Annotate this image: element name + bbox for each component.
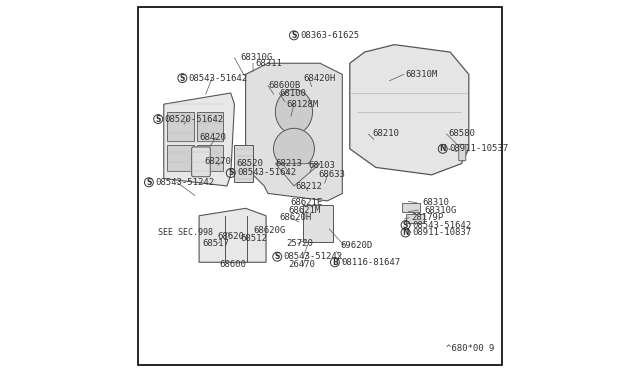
Text: 68633: 68633 [318,170,345,179]
Text: N: N [440,144,446,153]
Text: 68621E: 68621E [291,198,323,207]
Text: 68210: 68210 [372,129,399,138]
Text: 08116-81647: 08116-81647 [341,258,401,267]
Bar [234,145,253,182]
Text: N: N [403,228,409,237]
Text: B: B [332,258,338,267]
Text: S: S [291,31,297,40]
Text: 68517: 68517 [203,239,230,248]
Text: 26470: 26470 [289,260,316,269]
Text: 08911-10537: 08911-10537 [449,144,508,153]
Text: 68620G: 68620G [253,226,285,235]
Text: 08543-51642: 08543-51642 [189,74,248,83]
Text: 08543-51642: 08543-51642 [412,221,471,230]
Bar [402,203,420,212]
Text: 08543-51242: 08543-51242 [284,252,342,261]
Text: 68620H: 68620H [279,213,311,222]
Text: 68310G: 68310G [424,206,456,215]
Polygon shape [275,164,320,186]
Text: S: S [403,221,408,230]
Text: 68600B: 68600B [268,81,300,90]
Text: 68512: 68512 [240,234,267,243]
Bar [406,214,424,223]
Text: 68311: 68311 [255,59,282,68]
Ellipse shape [275,89,312,134]
Text: 68100: 68100 [279,89,306,97]
Text: 08911-10837: 08911-10837 [412,228,471,237]
Text: 68620: 68620 [218,232,244,241]
Text: 68520: 68520 [236,159,263,168]
Text: 68621M: 68621M [289,206,321,215]
Polygon shape [164,93,234,186]
Text: 68420: 68420 [199,133,226,142]
Text: 08363-61625: 08363-61625 [300,31,360,40]
Text: 69620D: 69620D [340,241,372,250]
Text: 68212: 68212 [296,182,323,190]
Text: S: S [156,115,161,124]
Text: 68103: 68103 [309,161,336,170]
Text: 68310M: 68310M [406,70,438,79]
Text: ^680*00 9: ^680*00 9 [447,344,495,353]
Bar [168,112,193,141]
Text: 25720: 25720 [287,239,314,248]
Text: 68270: 68270 [205,157,232,166]
Text: 68128M: 68128M [287,100,319,109]
Text: 68580: 68580 [449,129,476,138]
Text: 68600: 68600 [220,260,246,269]
Text: S: S [275,252,280,261]
Polygon shape [199,208,266,262]
Text: SEE SEC.998: SEE SEC.998 [158,228,213,237]
Polygon shape [246,63,342,201]
Bar [197,112,223,141]
FancyBboxPatch shape [191,147,211,177]
Text: 68213: 68213 [275,159,302,168]
Circle shape [273,128,314,169]
FancyBboxPatch shape [459,144,466,161]
Text: S: S [180,74,185,83]
Text: 28179P: 28179P [411,213,444,222]
Text: 68310: 68310 [422,198,449,207]
Polygon shape [349,45,468,175]
Bar [197,145,223,171]
Text: 68310G: 68310G [240,53,272,62]
Bar [303,205,333,242]
Text: 08543-51242: 08543-51242 [156,178,214,187]
Text: S: S [146,178,152,187]
Text: 08543-51642: 08543-51642 [237,169,296,177]
Text: 08520-51642: 08520-51642 [164,115,223,124]
Bar [168,145,193,171]
Text: S: S [228,169,234,177]
Text: 68420H: 68420H [303,74,335,83]
